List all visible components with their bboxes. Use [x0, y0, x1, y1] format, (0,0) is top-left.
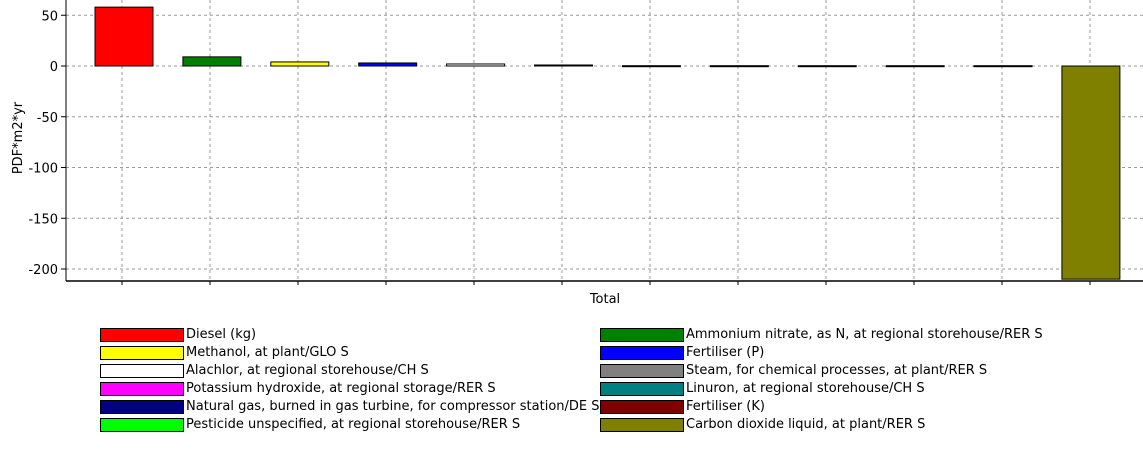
- legend-item: Fertiliser (K): [600, 398, 1043, 415]
- y-tick-label: 50: [41, 9, 58, 24]
- bar-fertiliser-k: [885, 65, 945, 68]
- legend-swatch: [100, 399, 184, 414]
- grid-lines: [66, 0, 1143, 281]
- legend-label: Potassium hydroxide, at regional storage…: [186, 381, 496, 396]
- legend-item: Pesticide unspecified, at regional store…: [100, 416, 600, 433]
- legend-swatch: [100, 363, 184, 378]
- legend-item: Natural gas, burned in gas turbine, for …: [100, 398, 600, 415]
- legend-swatch: [600, 363, 684, 378]
- legend-item: Fertiliser (P): [600, 344, 1043, 361]
- legend-swatch: [100, 381, 184, 396]
- y-tick-label: 0: [50, 60, 58, 75]
- legend-swatch: [600, 399, 684, 414]
- legend-label: Natural gas, burned in gas turbine, for …: [186, 399, 600, 414]
- bar-chart: 50 0 -50 -100 -150 -200 PDF*m2*yr Total: [11, 0, 1143, 307]
- legend-swatch: [100, 417, 184, 432]
- legend-label: Steam, for chemical processes, at plant/…: [686, 363, 988, 378]
- bar-ammonium-nitrate-as-n-at-regional-storehouse-rer-s: [182, 56, 242, 67]
- legend-swatch: [600, 345, 684, 360]
- x-axis-category-label: Total: [589, 292, 620, 307]
- legend-label: Methanol, at plant/GLO S: [186, 345, 349, 360]
- legend-item: Steam, for chemical processes, at plant/…: [600, 362, 1043, 379]
- legend-item: Carbon dioxide liquid, at plant/RER S: [600, 416, 1043, 433]
- legend: Diesel (kg) Methanol, at plant/GLO S Alach…: [100, 326, 1140, 446]
- legend-swatch: [600, 381, 684, 396]
- legend-label: Diesel (kg): [186, 327, 257, 342]
- bar-methanol-at-plant-glo-s: [270, 61, 330, 67]
- bars: [94, 6, 1121, 280]
- legend-column-left: Diesel (kg) Methanol, at plant/GLO S Alach…: [100, 326, 600, 434]
- bar-alachlor-at-regional-storehouse-ch-s: [446, 63, 506, 67]
- bar-linuron-at-regional-storehouse-ch-s: [709, 65, 769, 68]
- legend-label: Alachlor, at regional storehouse/CH S: [186, 363, 429, 378]
- legend-swatch: [100, 327, 184, 342]
- legend-item: Linuron, at regional storehouse/CH S: [600, 380, 1043, 397]
- legend-item: Ammonium nitrate, as N, at regional stor…: [600, 326, 1043, 343]
- bar-carbon-dioxide-liquid-at-plant-rer-s: [1061, 65, 1121, 280]
- bar-fertiliser-p: [358, 62, 418, 67]
- y-axis-label: PDF*m2*yr: [11, 101, 26, 174]
- legend-label: Linuron, at regional storehouse/CH S: [686, 381, 925, 396]
- axes: 50 0 -50 -100 -150 -200: [28, 0, 1143, 285]
- legend-column-right: Ammonium nitrate, as N, at regional stor…: [600, 326, 1043, 434]
- y-tick-label: -200: [28, 263, 58, 278]
- legend-swatch: [600, 327, 684, 342]
- bar-natural-gas-burned-in-gas-turbine-for-compressor-station-de-s: [797, 65, 857, 68]
- legend-swatch: [600, 417, 684, 432]
- y-tick-label: -50: [37, 111, 58, 126]
- bar-diesel-kg: [94, 6, 154, 67]
- bar-potassium-hydroxide-at-regional-storage-rer-s: [621, 65, 681, 68]
- y-tick-label: -150: [28, 212, 58, 227]
- y-tick-label: -100: [28, 162, 58, 177]
- legend-item: Diesel (kg): [100, 326, 600, 343]
- legend-label: Carbon dioxide liquid, at plant/RER S: [686, 417, 926, 432]
- bar-steam-for-chemical-processes-at-plant-rer-s: [534, 64, 593, 67]
- legend-item: Potassium hydroxide, at regional storage…: [100, 380, 600, 397]
- legend-item: Alachlor, at regional storehouse/CH S: [100, 362, 600, 379]
- legend-label: Pesticide unspecified, at regional store…: [186, 417, 521, 432]
- bar-pesticide-unspecified-at-regional-storehouse-rer-s: [973, 65, 1033, 68]
- legend-label: Ammonium nitrate, as N, at regional stor…: [686, 327, 1043, 342]
- legend-label: Fertiliser (P): [686, 345, 765, 360]
- legend-label: Fertiliser (K): [686, 399, 765, 414]
- legend-item: Methanol, at plant/GLO S: [100, 344, 600, 361]
- legend-swatch: [100, 345, 184, 360]
